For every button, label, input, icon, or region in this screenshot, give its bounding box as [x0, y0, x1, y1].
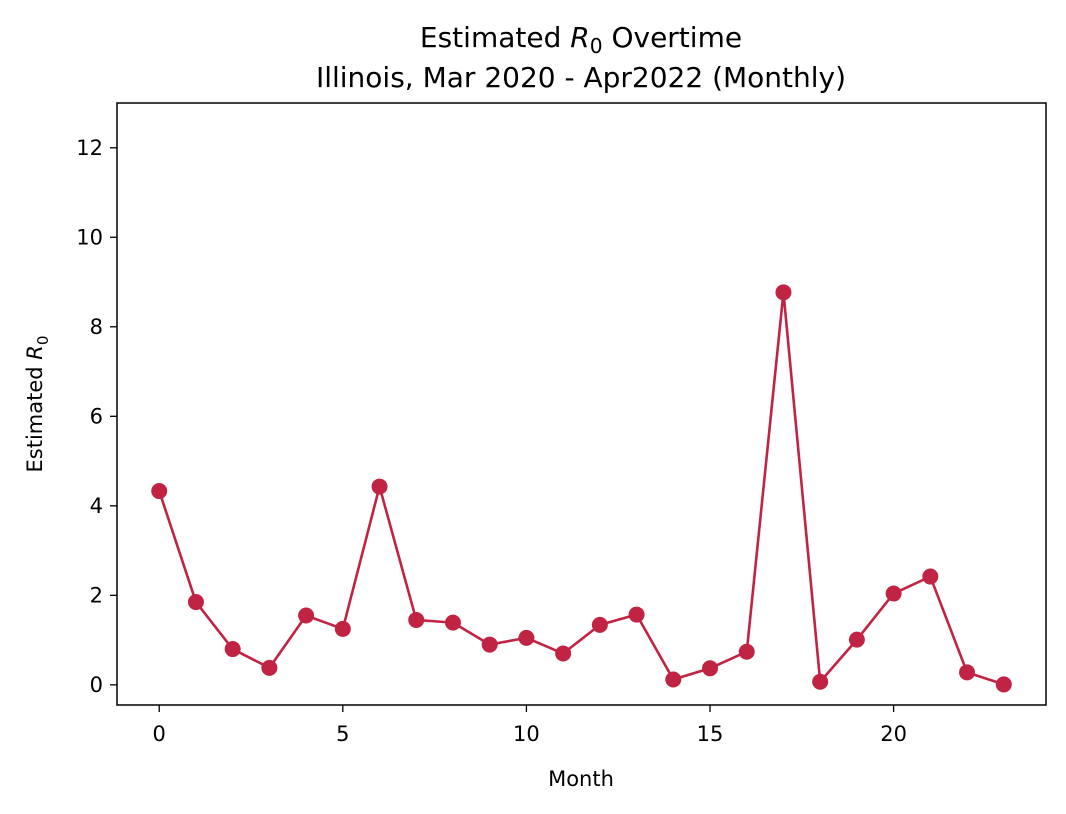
plot-frame: [116, 102, 1047, 706]
x-tick-label: 10: [513, 722, 540, 746]
data-point-month-10: [518, 629, 535, 646]
series-line: [157, 291, 1005, 686]
data-point-month-18: [812, 673, 829, 690]
data-point-month-2: [224, 641, 241, 658]
x-tick-label: 0: [153, 722, 166, 746]
data-point-month-9: [481, 636, 498, 653]
data-point-month-0: [151, 483, 168, 500]
data-point-month-4: [298, 607, 315, 624]
data-point-month-23: [995, 676, 1012, 693]
ylabel-subscript: 0: [34, 336, 52, 346]
data-point-month-15: [702, 660, 719, 677]
chart-title-line-2: Illinois, Mar 2020 - Apr2022 (Monthly): [316, 61, 846, 94]
data-point-month-8: [444, 614, 461, 631]
data-point-month-16: [738, 643, 755, 660]
data-point-month-19: [848, 631, 865, 648]
title-suffix: Overtime: [603, 21, 743, 54]
data-point-month-5: [334, 620, 351, 637]
y-tick-label: 12: [76, 136, 103, 160]
y-tick-label: 10: [76, 225, 103, 249]
y-tick-label: 6: [90, 404, 103, 428]
x-tick-label: 20: [880, 722, 907, 746]
chart-title-line-1: Estimated R0 Overtime: [420, 21, 742, 58]
y-tick-label: 4: [90, 494, 103, 518]
y-tick-label: 2: [90, 583, 103, 607]
x-axis-label: Month: [548, 767, 614, 791]
x-tick-label: 5: [336, 722, 349, 746]
x-tick-label: 15: [697, 722, 724, 746]
y-axis-label: Estimated R0: [23, 336, 52, 473]
y-tick-label: 0: [90, 673, 103, 697]
title-subscript: 0: [590, 34, 603, 58]
ylabel-r-symbol: R: [23, 345, 47, 360]
data-point-month-20: [885, 585, 902, 602]
title-prefix: Estimated: [420, 21, 570, 54]
data-point-month-17: [775, 284, 792, 301]
plot-area: 0 5 10 15 20 0 2 4 6 8 10 12: [76, 102, 1047, 746]
data-point-month-11: [555, 645, 572, 662]
data-point-month-22: [959, 664, 976, 681]
data-point-month-1: [187, 594, 204, 611]
x-axis: 0 5 10 15 20: [153, 705, 907, 746]
data-point-month-21: [922, 568, 939, 585]
data-point-month-13: [628, 606, 645, 623]
data-point-month-7: [408, 611, 425, 628]
y-axis: 0 2 4 6 8 10 12: [76, 136, 117, 697]
data-point-month-6: [371, 478, 388, 495]
y-tick-label: 8: [90, 315, 103, 339]
title-r-symbol: R: [570, 21, 589, 54]
data-point-month-3: [261, 659, 278, 676]
data-point-month-12: [591, 616, 608, 633]
data-point-month-14: [665, 671, 682, 688]
series-layer: [151, 284, 1012, 693]
chart-title: Estimated R0 Overtime Illinois, Mar 2020…: [316, 21, 846, 94]
ylabel-prefix: Estimated: [23, 360, 47, 473]
